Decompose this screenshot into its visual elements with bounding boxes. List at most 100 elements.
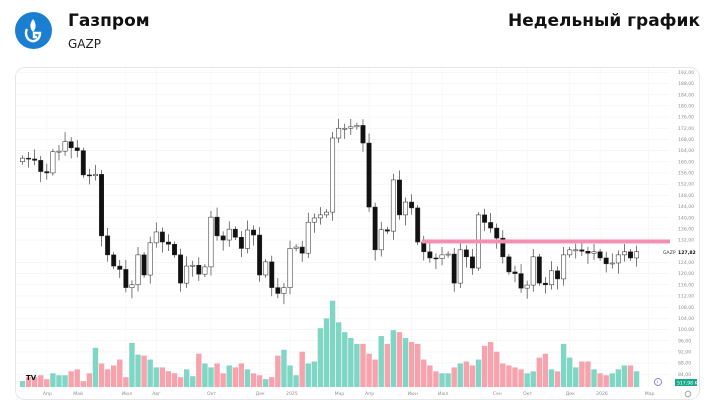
candle-down [488,222,494,229]
y-tick-label: 92,00 [678,350,691,356]
candle-down [38,160,44,172]
candle-down [123,269,129,288]
volume-bar [530,371,536,387]
candle-down [214,216,220,237]
candle-up [202,266,208,275]
volume-bar [165,371,172,387]
candle-up [324,211,329,216]
candle-up [135,254,141,286]
volume-bar [518,369,524,387]
volume-bar [487,341,494,387]
y-tick-label: 132,00 [678,238,694,244]
candle-up [567,249,573,256]
x-tick-label: Дек [566,391,575,397]
candle-up [634,251,640,259]
x-tick-label: Июл [438,391,448,397]
volume-bar [141,355,147,387]
candle-up [93,174,98,177]
volume-bar [481,345,488,387]
volume-bar [86,373,93,387]
volume-bar [183,369,190,387]
tradingview-logo[interactable]: TV [26,374,37,382]
candle-up [621,251,627,256]
candle-down [269,261,275,288]
volume-bar [62,375,68,387]
y-tick-label: 112,00 [678,294,694,300]
candle-up [530,256,536,286]
volume-bar [50,373,56,387]
volume-bar [597,373,603,387]
settings-gear-icon[interactable] [684,390,692,398]
volume-bar [384,343,390,387]
volume-bar [256,375,263,387]
svg-text:!: ! [657,380,659,386]
volume-label: 517,98 K [677,381,699,387]
candle-down [99,174,104,237]
candle-up [129,284,135,288]
candle-up [317,214,323,219]
y-tick-label: 152,00 [678,182,694,188]
candle-up [549,270,554,286]
x-tick-label: Окт [207,391,216,397]
info-icon[interactable]: ! [654,378,662,387]
y-tick-label: 184,00 [678,92,694,98]
volume-bar [92,347,99,387]
y-tick-label: 136,00 [678,226,694,232]
candle-up [390,179,396,232]
y-tick-label: 108,00 [678,305,694,311]
volume-bar [214,363,220,387]
volume-bar [360,343,366,387]
candle-down [111,254,117,267]
volume-bar [335,322,342,387]
volume-bar [524,373,530,387]
candle-down [141,254,147,276]
volume-bar [439,373,445,387]
candle-down [159,231,165,243]
candle-down [172,244,177,256]
candle-up [330,137,336,213]
candle-up [439,254,445,259]
volume-bar [494,351,500,387]
svg-text:TV: TV [26,374,37,382]
candle-down [512,271,518,274]
volume-bar [512,367,518,387]
candle-down [579,249,585,252]
y-tick-label: 176,00 [678,115,694,121]
y-tick-label: 156,00 [678,171,694,177]
chart-panel[interactable] [15,67,700,400]
ticker-symbol: GAZP [68,37,101,51]
candle-up [153,231,159,244]
candle-down [26,157,32,160]
candle-up [20,157,25,163]
volume-bar [244,369,251,387]
y-tick-label: 164,00 [678,148,694,154]
volume-bar [421,359,427,387]
candle-down [585,250,591,254]
candle-up [609,262,615,265]
candle-down [372,206,378,251]
y-tick-label: 168,00 [678,137,694,143]
volume-bar [250,373,257,387]
candle-down [628,251,633,259]
volume-bar [621,365,628,387]
candle-down [397,179,402,216]
candle-down [68,141,74,149]
volume-bar [159,367,166,387]
candle-up [56,150,62,153]
candle-up [561,254,567,280]
volume-bar [366,353,372,387]
volume-bar [609,373,615,387]
volume-bar [25,377,32,387]
volume-bar [536,357,542,387]
volume-bar [153,367,159,387]
volume-bar [190,376,196,387]
volume-bar [74,369,80,387]
candle-down [360,125,366,144]
volume-bar [573,367,579,387]
candle-up [245,229,250,249]
candle-down [232,228,238,238]
candle-down [409,201,415,209]
level-line [422,239,670,244]
x-tick-label: Мар [645,391,655,397]
